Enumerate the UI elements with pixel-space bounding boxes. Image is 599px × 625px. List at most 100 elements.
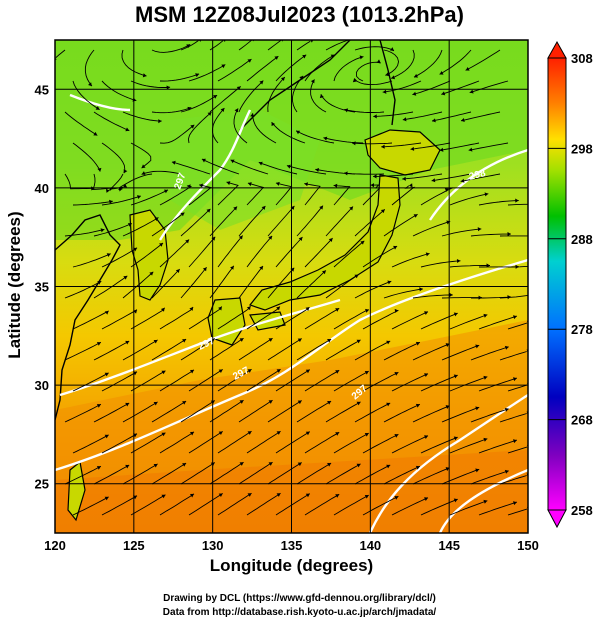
streamline-arrowhead: [356, 401, 361, 406]
colorbar-body: [547, 57, 567, 511]
streamline: [151, 462, 187, 485]
streamline-arrowhead: [246, 306, 251, 311]
streamline-arrowhead: [364, 495, 369, 499]
streamline-arrowhead: [141, 164, 146, 169]
streamline-arrowhead: [415, 465, 420, 470]
streamline: [64, 280, 102, 299]
streamline-arrowhead: [271, 122, 276, 127]
colorbar-tick-label: 298: [571, 141, 593, 156]
streamline-arrowhead: [305, 369, 310, 374]
streamline: [64, 341, 102, 361]
streamline-arrowhead: [104, 496, 109, 501]
streamline: [101, 142, 126, 174]
streamline: [84, 49, 95, 87]
streamline: [141, 170, 182, 175]
streamline: [93, 464, 130, 485]
streamline: [412, 405, 450, 423]
streamline: [383, 403, 421, 423]
streamline-arrowhead: [259, 80, 264, 85]
streamline: [122, 339, 158, 361]
streamline: [246, 430, 281, 454]
streamline: [470, 233, 511, 237]
streamline-arrowhead: [424, 311, 429, 315]
streamline-arrowhead: [161, 370, 166, 375]
streamline-arrowhead: [230, 159, 235, 164]
streamline: [130, 494, 166, 516]
streamline: [449, 376, 488, 392]
streamline: [271, 121, 306, 144]
streamline-arrowhead: [239, 462, 244, 466]
streamline-arrowhead: [153, 463, 158, 468]
streamline: [304, 493, 340, 516]
streamline: [72, 310, 109, 330]
streamline: [252, 113, 277, 144]
streamline: [343, 172, 385, 175]
streamline: [470, 408, 509, 423]
streamline: [383, 213, 418, 237]
streamline: [304, 431, 340, 454]
streamline: [212, 107, 225, 144]
streamline: [410, 142, 451, 150]
streamline: [238, 40, 252, 51]
streamline: [180, 338, 216, 361]
streamline: [217, 430, 252, 454]
streamline-arrowhead: [504, 345, 509, 350]
streamline-arrowhead: [125, 402, 130, 407]
streamline-arrowhead: [512, 315, 517, 320]
credit-line-dcl: Drawing by DCL (https://www.gfd-dennou.o…: [163, 593, 436, 604]
streamline: [412, 80, 451, 96]
lon-tick-label: 135: [281, 538, 303, 553]
streamline: [275, 493, 311, 516]
streamline: [304, 369, 340, 392]
streamline-arrowhead: [125, 464, 130, 469]
streamline: [130, 142, 152, 169]
streamline-arrowhead: [123, 169, 128, 174]
streamline-arrowhead: [412, 91, 417, 96]
streamline: [478, 200, 519, 206]
streamline-arrowhead: [333, 183, 338, 188]
streamline: [72, 142, 101, 172]
streamline: [130, 80, 171, 88]
streamline: [441, 80, 480, 95]
streamline: [238, 265, 264, 299]
streamline-arrowhead: [424, 497, 429, 501]
streamline: [362, 433, 399, 454]
streamline-arrowhead: [359, 55, 364, 60]
streamline: [478, 377, 518, 392]
streamline-arrowhead: [297, 462, 302, 467]
streamline-arrowhead: [335, 432, 340, 436]
streamline: [101, 309, 138, 330]
streamline: [267, 76, 286, 113]
credits: Drawing by DCL (https://www.gfd-dennou.o…: [0, 592, 599, 620]
streamline: [383, 465, 421, 485]
streamline: [304, 183, 321, 206]
streamline: [159, 369, 195, 392]
streamline: [159, 493, 195, 516]
streamline: [333, 240, 365, 268]
streamline: [478, 439, 518, 454]
streamline-arrowhead: [104, 310, 109, 315]
streamline-arrowhead: [247, 369, 252, 373]
lon-tick-label: 120: [44, 538, 66, 553]
streamline-arrowhead: [349, 206, 354, 211]
streamline: [420, 374, 458, 392]
streamline-arrowhead: [360, 240, 365, 245]
streamline-arrowhead: [154, 217, 159, 222]
streamline-arrowhead: [213, 95, 218, 99]
streamline: [441, 344, 480, 361]
streamline-arrowhead: [453, 436, 458, 441]
streamline: [304, 237, 333, 268]
streamline: [101, 195, 142, 206]
streamline: [275, 306, 310, 330]
streamline: [499, 475, 527, 485]
streamline-arrowhead: [250, 113, 255, 117]
streamline-arrowhead: [159, 243, 164, 247]
streamline: [412, 467, 450, 485]
streamline: [470, 346, 509, 361]
streamline-arrowhead: [483, 375, 488, 380]
streamline-arrowhead: [276, 369, 281, 373]
lon-tick-label: 140: [359, 538, 381, 553]
streamline-arrowhead: [376, 59, 381, 64]
streamline-arrowhead: [189, 306, 194, 311]
streamline: [151, 212, 185, 237]
